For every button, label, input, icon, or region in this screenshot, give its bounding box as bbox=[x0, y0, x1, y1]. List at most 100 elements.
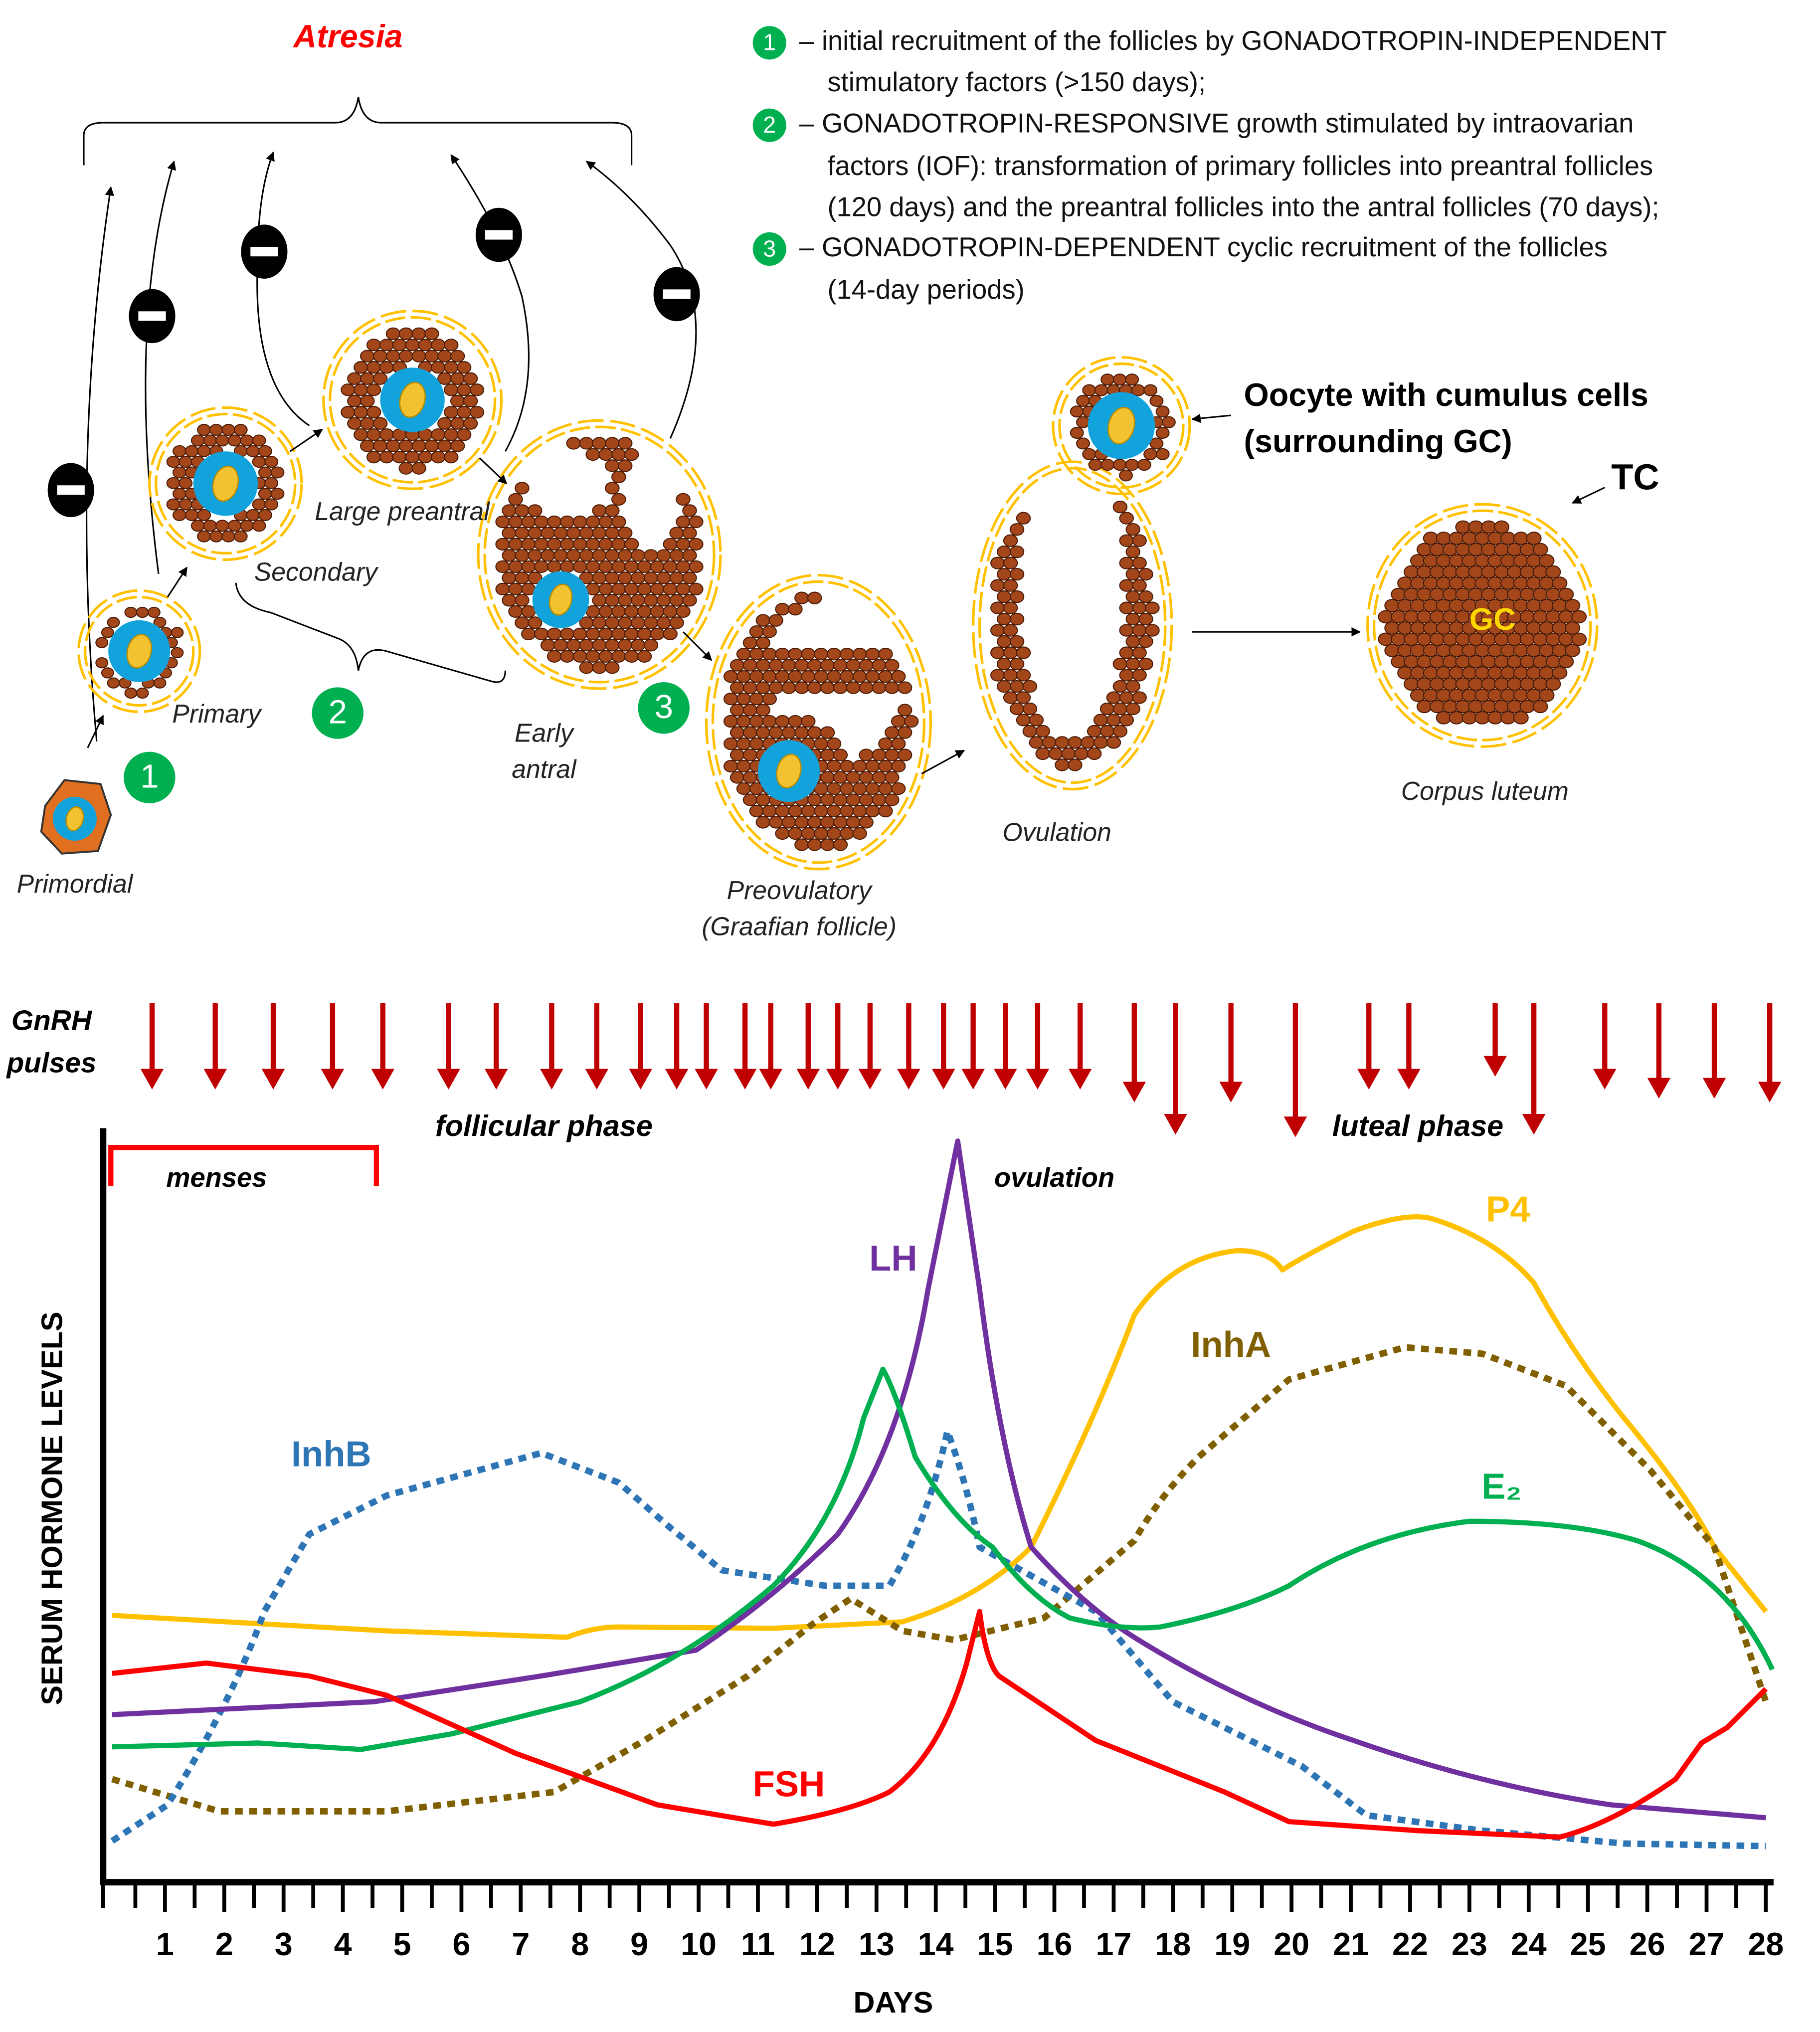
granulosa-cell bbox=[1436, 576, 1452, 590]
granulosa-cell bbox=[1474, 666, 1490, 680]
granulosa-cell bbox=[1416, 543, 1432, 556]
granulosa-cell bbox=[833, 748, 848, 761]
granulosa-cell bbox=[592, 661, 607, 674]
granulosa-cell bbox=[1545, 677, 1561, 691]
granulosa-cell bbox=[617, 616, 633, 629]
gnrh-pulse-arrowhead bbox=[1283, 1116, 1307, 1137]
granulosa-cell bbox=[379, 428, 394, 441]
granulosa-cell bbox=[136, 606, 149, 618]
granulosa-cell bbox=[1080, 736, 1095, 749]
granulosa-cell bbox=[385, 327, 401, 340]
granulosa-cell bbox=[852, 804, 867, 818]
granulosa-cell bbox=[1035, 747, 1050, 760]
legend-text: (120 days) and the preantral follicles i… bbox=[828, 192, 1659, 222]
granulosa-cell bbox=[736, 782, 751, 795]
granulosa-cell bbox=[1416, 587, 1432, 601]
progression-arrow bbox=[479, 457, 508, 485]
granulosa-cell bbox=[1042, 736, 1057, 749]
granulosa-cell bbox=[663, 560, 678, 573]
progression-arrow bbox=[921, 749, 965, 774]
granulosa-cell bbox=[1442, 610, 1458, 624]
granulosa-cell bbox=[1436, 599, 1452, 612]
step-badge-number: 3 bbox=[655, 688, 673, 726]
granulosa-cell bbox=[540, 639, 555, 652]
granulosa-cell bbox=[1506, 700, 1522, 714]
granulosa-cell bbox=[437, 372, 452, 385]
granulosa-cell bbox=[179, 456, 193, 468]
phase-label: luteal phase bbox=[1332, 1109, 1504, 1142]
granulosa-cell bbox=[1429, 632, 1445, 646]
granulosa-cell bbox=[1513, 532, 1529, 545]
granulosa-cell bbox=[885, 771, 900, 784]
granulosa-cell bbox=[833, 681, 848, 694]
granulosa-cell bbox=[1048, 747, 1063, 760]
step-badge-number: 2 bbox=[763, 112, 776, 138]
granulosa-cell bbox=[1455, 565, 1471, 579]
granulosa-cell bbox=[1138, 635, 1153, 648]
granulosa-cell bbox=[775, 715, 790, 728]
granulosa-cell bbox=[592, 571, 607, 584]
granulosa-cell bbox=[1410, 644, 1426, 657]
theca-layer bbox=[148, 406, 303, 561]
granulosa-cell bbox=[1378, 632, 1394, 646]
granulosa-cell bbox=[1539, 621, 1555, 635]
granulosa-cell bbox=[1009, 590, 1025, 603]
gnrh-pulse-arrowhead bbox=[733, 1069, 757, 1090]
granulosa-cell bbox=[1106, 691, 1121, 704]
granulosa-cell bbox=[872, 659, 887, 672]
step-badge-number: 3 bbox=[763, 235, 776, 261]
granulosa-cell bbox=[585, 560, 600, 573]
granulosa-cell bbox=[801, 804, 816, 818]
granulosa-cell bbox=[502, 549, 517, 562]
granulosa-cell bbox=[1410, 599, 1426, 612]
granulosa-cell bbox=[1112, 373, 1127, 386]
granulosa-cell bbox=[807, 659, 822, 672]
granulosa-cell bbox=[101, 627, 114, 638]
granulosa-cell bbox=[566, 437, 581, 450]
granulosa-cell bbox=[528, 527, 543, 540]
granulosa-cell bbox=[885, 681, 900, 694]
granulosa-cell bbox=[585, 627, 600, 640]
granulosa-cell bbox=[227, 434, 242, 447]
granulosa-cell bbox=[990, 624, 1005, 637]
granulosa-cell bbox=[749, 737, 764, 750]
granulosa-cell bbox=[775, 804, 790, 818]
granulosa-cell bbox=[820, 771, 835, 784]
granulosa-cell bbox=[643, 616, 659, 629]
granulosa-cell bbox=[742, 681, 758, 694]
granulosa-cell bbox=[1436, 644, 1452, 657]
granulosa-cell bbox=[227, 520, 242, 532]
granulosa-cell bbox=[405, 450, 420, 464]
granulosa-cell bbox=[95, 657, 109, 669]
granulosa-cell bbox=[1423, 554, 1439, 567]
granulosa-cell bbox=[450, 394, 465, 407]
granulosa-cell bbox=[630, 639, 646, 652]
granulosa-cell bbox=[360, 439, 375, 452]
granulosa-cell bbox=[1119, 534, 1134, 547]
granulosa-cell bbox=[656, 549, 672, 562]
granulosa-cell bbox=[813, 804, 829, 818]
ovulation-label: ovulation bbox=[994, 1162, 1114, 1193]
granulosa-cell bbox=[656, 571, 672, 584]
granulosa-cell bbox=[1526, 599, 1542, 612]
granulosa-cell bbox=[450, 350, 465, 363]
granulosa-cell bbox=[1155, 427, 1170, 439]
granulosa-cell bbox=[624, 538, 639, 551]
granulosa-cell bbox=[1519, 543, 1535, 556]
granulosa-cell bbox=[366, 406, 381, 419]
hormone-curve bbox=[110, 1428, 1766, 1849]
granulosa-cell bbox=[742, 726, 758, 739]
atresia-arrow bbox=[145, 160, 177, 574]
granulosa-cell bbox=[768, 681, 783, 694]
granulosa-cell bbox=[1513, 554, 1529, 567]
granulosa-cell bbox=[528, 571, 543, 584]
granulosa-cell bbox=[1112, 657, 1128, 671]
granulosa-cell bbox=[1552, 599, 1568, 612]
granulosa-cell bbox=[240, 434, 254, 447]
granulosa-cell bbox=[1468, 677, 1484, 691]
granulosa-cell bbox=[1513, 689, 1529, 702]
granulosa-cell bbox=[996, 657, 1012, 671]
granulosa-cell bbox=[605, 661, 620, 674]
granulosa-cell bbox=[768, 659, 783, 672]
granulosa-cell bbox=[605, 616, 620, 629]
